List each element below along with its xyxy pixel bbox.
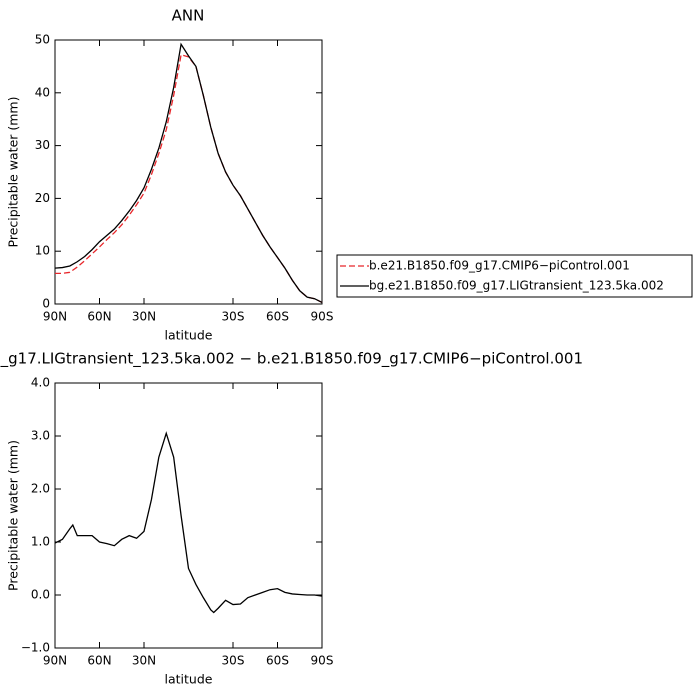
x-tick-label: 90S bbox=[311, 310, 334, 324]
x-tick-label: 90N bbox=[43, 654, 67, 668]
x-tick-label: 90S bbox=[311, 654, 334, 668]
y-tick-label: 1.0 bbox=[31, 535, 50, 549]
y-tick-label: −1.0 bbox=[21, 641, 50, 655]
y-tick-label: 0.0 bbox=[31, 588, 50, 602]
y-axis-label: Precipitable water (mm) bbox=[6, 97, 21, 248]
chart-title: bg.e21.B1850.f09_g17.LIGtransient_123.5k… bbox=[0, 350, 583, 369]
legend-box bbox=[336, 254, 693, 298]
legend-label: b.e21.B1850.f09_g17.CMIP6−piControl.001 bbox=[369, 259, 630, 273]
x-tick-label: 30N bbox=[132, 310, 156, 324]
y-tick-label: 40 bbox=[35, 85, 50, 99]
y-tick-label: 4.0 bbox=[31, 376, 50, 390]
chart-title: ANN bbox=[172, 7, 205, 25]
x-axis-label: latitude bbox=[165, 328, 213, 343]
data-line bbox=[54, 431, 323, 614]
x-tick-label: 60S bbox=[266, 310, 289, 324]
x-tick-label: 30S bbox=[222, 310, 245, 324]
plot-frame bbox=[54, 382, 323, 649]
y-tick-label: 0 bbox=[42, 297, 50, 311]
y-tick-label: 30 bbox=[35, 138, 50, 152]
x-axis-label: latitude bbox=[165, 672, 213, 687]
data-line bbox=[54, 42, 323, 304]
plot-frame bbox=[54, 39, 323, 305]
data-line bbox=[55, 53, 323, 304]
x-tick-label: 30N bbox=[132, 654, 156, 668]
y-tick-label: 2.0 bbox=[31, 482, 50, 496]
x-tick-label: 60S bbox=[266, 654, 289, 668]
x-tick-label: 90N bbox=[43, 310, 67, 324]
y-tick-label: 3.0 bbox=[31, 429, 50, 443]
legend-label: bg.e21.B1850.f09_g17.LIGtransient_123.5k… bbox=[369, 279, 664, 293]
y-tick-label: 20 bbox=[35, 191, 50, 205]
y-tick-label: 50 bbox=[35, 33, 50, 47]
x-tick-label: 60N bbox=[87, 310, 111, 324]
y-tick-label: 10 bbox=[35, 244, 50, 258]
x-tick-label: 60N bbox=[87, 654, 111, 668]
x-tick-label: 30S bbox=[222, 654, 245, 668]
y-axis-label: Precipitable water (mm) bbox=[6, 440, 21, 591]
